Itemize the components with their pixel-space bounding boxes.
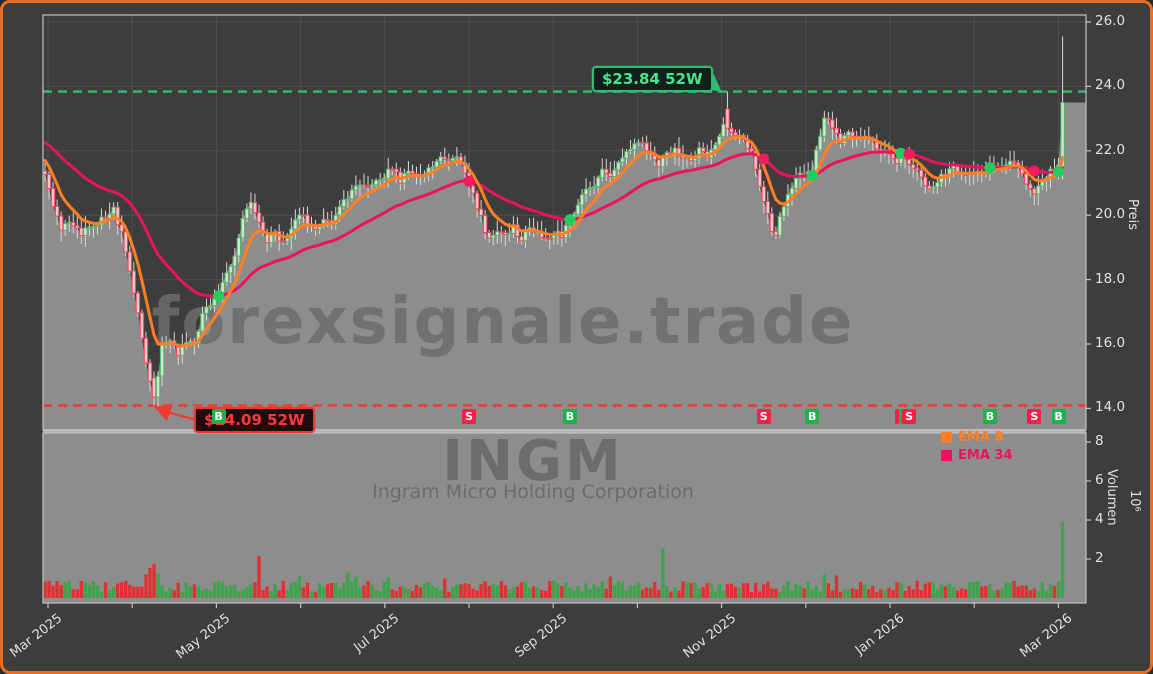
chart-plot-layer xyxy=(42,14,1091,608)
chart-base-layer xyxy=(43,15,1086,603)
